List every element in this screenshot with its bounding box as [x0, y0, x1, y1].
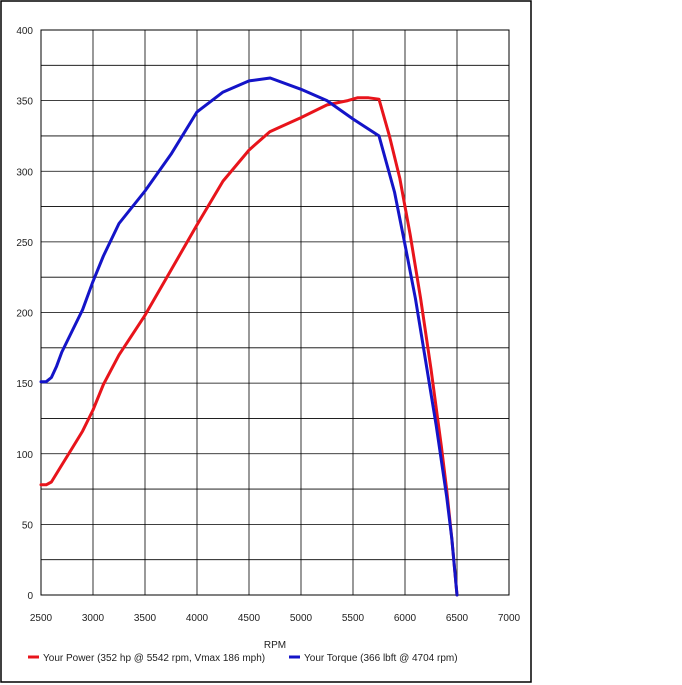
y-tick-label: 200: [16, 309, 33, 320]
y-axis-tick-labels: 0 50 100 150 200 250 300 350 400: [16, 26, 33, 602]
x-tick-label: 4500: [238, 613, 261, 624]
x-tick-label: 6500: [446, 613, 469, 624]
x-tick-label: 3500: [134, 613, 157, 624]
x-tick-label: 5500: [342, 613, 365, 624]
grid-lines: [41, 30, 509, 595]
y-tick-label: 100: [16, 450, 33, 461]
power-series-line: [39, 96, 459, 597]
legend: Your Power (352 hp @ 5542 rpm, Vmax 186 …: [28, 653, 458, 664]
legend-label: Your Power (352 hp @ 5542 rpm, Vmax 186 …: [43, 653, 265, 664]
x-tick-label: 4000: [186, 613, 209, 624]
x-tick-label: 6000: [394, 613, 417, 624]
x-tick-label: 5000: [290, 613, 313, 624]
legend-label: Your Torque (366 lbft @ 4704 rpm): [304, 653, 458, 664]
x-tick-label: 3000: [82, 613, 105, 624]
x-tick-label: 7000: [498, 613, 521, 624]
y-tick-label: 50: [22, 520, 34, 531]
y-tick-label: 250: [16, 238, 33, 249]
torque-series-line: [39, 76, 459, 597]
y-tick-label: 350: [16, 97, 33, 108]
y-tick-label: 150: [16, 379, 33, 390]
series-lines: [39, 76, 459, 597]
x-axis-tick-labels: 2500 3000 3500 4000 4500 5000 5500 6000 6500 7000: [30, 613, 521, 624]
x-tick-label: 2500: [30, 613, 53, 624]
x-axis-label: RPM: [264, 640, 286, 651]
y-tick-label: 400: [16, 26, 33, 37]
y-tick-label: 300: [16, 167, 33, 178]
y-tick-label: 0: [27, 591, 33, 602]
